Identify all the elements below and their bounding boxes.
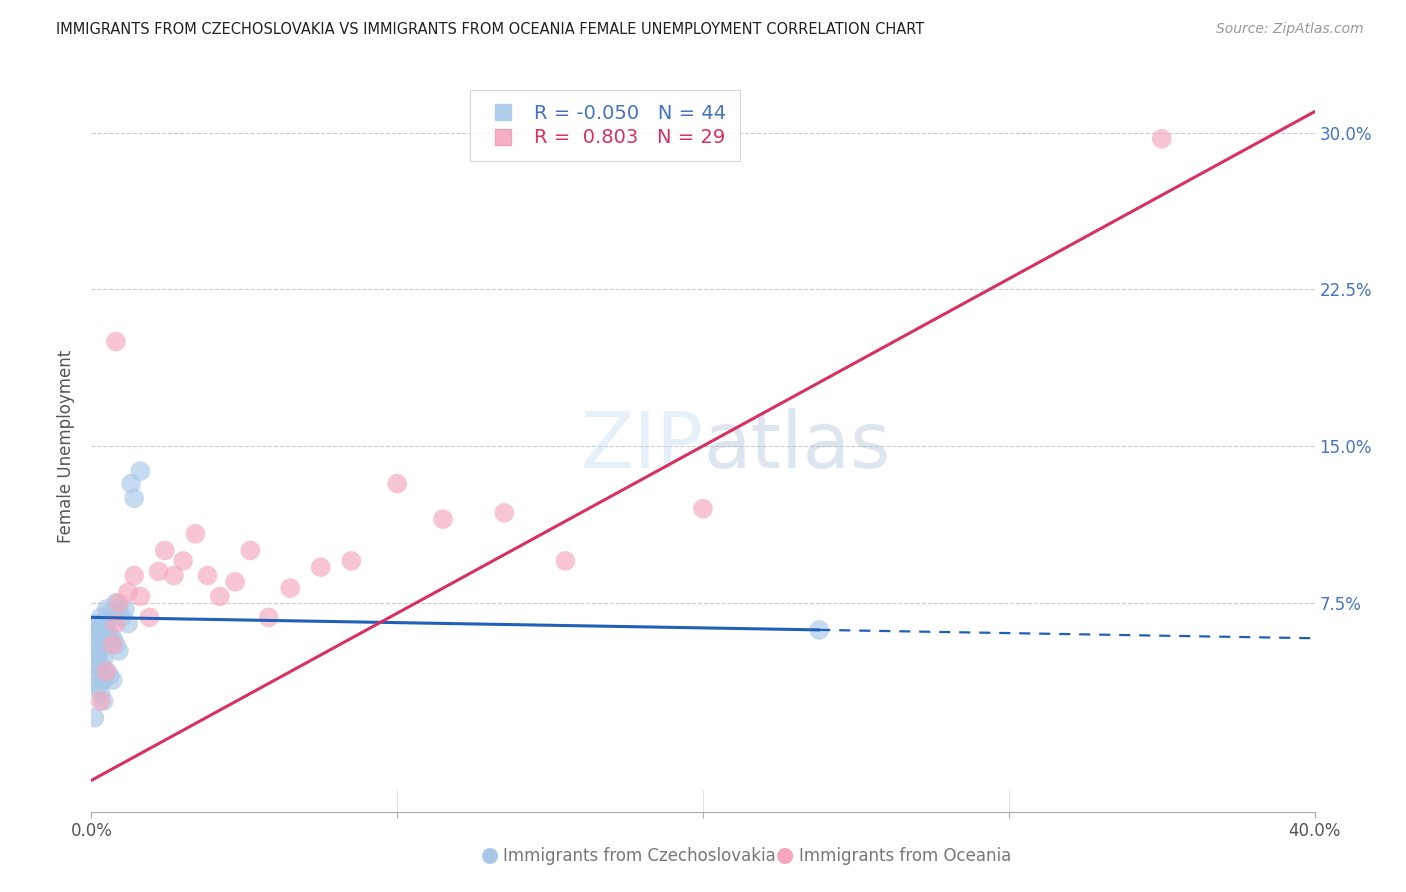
Point <box>138 610 160 624</box>
Point <box>224 574 246 589</box>
Point <box>93 673 115 687</box>
Point <box>257 610 280 624</box>
Text: ●: ● <box>481 846 499 865</box>
Point <box>309 560 332 574</box>
Point <box>86 616 108 631</box>
Text: ZIP: ZIP <box>581 408 703 484</box>
Point <box>83 623 105 637</box>
Point <box>153 543 176 558</box>
Point <box>86 669 108 683</box>
Point <box>98 669 121 683</box>
Point <box>184 526 207 541</box>
Point <box>101 610 124 624</box>
Text: atlas: atlas <box>703 408 890 484</box>
Point <box>96 616 118 631</box>
Point <box>98 606 121 620</box>
Point <box>1150 132 1173 146</box>
Point <box>148 565 170 579</box>
Point <box>90 621 112 635</box>
Point <box>808 623 831 637</box>
Point <box>83 673 105 687</box>
Text: IMMIGRANTS FROM CZECHOSLOVAKIA VS IMMIGRANTS FROM OCEANIA FEMALE UNEMPLOYMENT CO: IMMIGRANTS FROM CZECHOSLOVAKIA VS IMMIGR… <box>56 22 925 37</box>
Text: ●: ● <box>776 846 794 865</box>
Y-axis label: Female Unemployment: Female Unemployment <box>58 350 76 542</box>
Point <box>101 638 124 652</box>
Point <box>86 679 108 693</box>
Point <box>93 616 115 631</box>
Point <box>96 632 118 646</box>
Point <box>104 596 127 610</box>
Text: Immigrants from Czechoslovakia: Immigrants from Czechoslovakia <box>503 847 776 865</box>
Point <box>117 585 139 599</box>
Point <box>432 512 454 526</box>
Point <box>96 665 118 679</box>
Legend: R = -0.050   N = 44, R =  0.803   N = 29: R = -0.050 N = 44, R = 0.803 N = 29 <box>470 90 740 161</box>
Point <box>93 652 115 666</box>
Point <box>93 694 115 708</box>
Point <box>86 638 108 652</box>
Point <box>120 476 142 491</box>
Point <box>692 501 714 516</box>
Point <box>239 543 262 558</box>
Point <box>129 464 152 478</box>
Point <box>83 648 105 662</box>
Point <box>101 632 124 646</box>
Point <box>104 638 127 652</box>
Point <box>93 627 115 641</box>
Point <box>172 554 194 568</box>
Point <box>114 602 136 616</box>
Text: Source: ZipAtlas.com: Source: ZipAtlas.com <box>1216 22 1364 37</box>
Point <box>278 581 301 595</box>
Point <box>96 665 118 679</box>
Point <box>554 554 576 568</box>
Point <box>96 602 118 616</box>
Point <box>108 644 131 658</box>
Point <box>197 568 219 582</box>
Point <box>122 491 145 506</box>
Point <box>340 554 363 568</box>
Point <box>494 506 516 520</box>
Point <box>90 694 112 708</box>
Point <box>83 632 105 646</box>
Point <box>90 610 112 624</box>
Point <box>98 627 121 641</box>
Point <box>86 627 108 641</box>
Point <box>86 648 108 662</box>
Point <box>83 711 105 725</box>
Point <box>104 616 127 631</box>
Point <box>129 590 152 604</box>
Point <box>108 596 131 610</box>
Point <box>104 334 127 349</box>
Point <box>90 644 112 658</box>
Point <box>86 658 108 673</box>
Point <box>90 658 112 673</box>
Point <box>111 610 134 624</box>
Point <box>385 476 409 491</box>
Point <box>117 616 139 631</box>
Point <box>122 568 145 582</box>
Point <box>101 673 124 687</box>
Point <box>108 602 131 616</box>
Text: Immigrants from Oceania: Immigrants from Oceania <box>799 847 1011 865</box>
Point <box>90 685 112 699</box>
Point <box>163 568 186 582</box>
Point <box>208 590 231 604</box>
Point <box>90 632 112 646</box>
